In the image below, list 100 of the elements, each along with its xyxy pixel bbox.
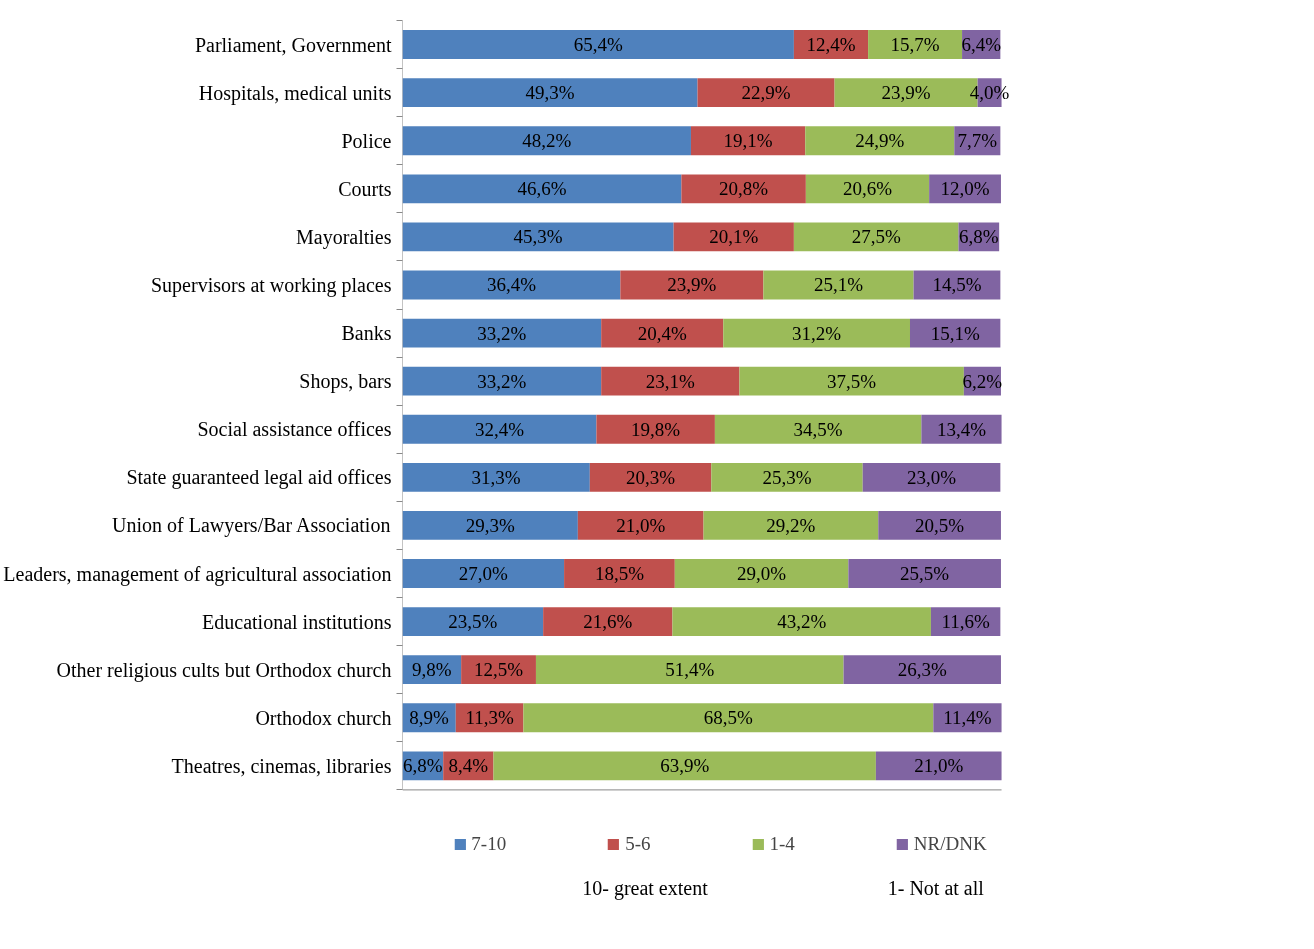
bar	[402, 30, 794, 59]
y-tick-label: Union of Lawyers/Bar Association	[112, 514, 391, 538]
bar	[703, 510, 879, 540]
y-tick-label: Educational institutions	[202, 610, 392, 633]
data-label: 34,5%	[793, 418, 843, 440]
data-label: 6,8%	[403, 755, 443, 777]
data-label: 21,0%	[616, 514, 666, 536]
data-label: 20,5%	[915, 514, 965, 536]
data-label: 26,3%	[897, 659, 947, 681]
y-tick-label: State guaranteed legal aid offices	[126, 466, 392, 490]
bar	[681, 174, 806, 204]
text: 1- Not at all	[887, 877, 985, 900]
data-label: 33,2%	[477, 322, 527, 344]
data-label: 36,4%	[486, 274, 537, 296]
bar	[848, 559, 1001, 588]
y-tick-label: Hospitals, medical units	[198, 81, 392, 105]
data-label: 51,4%	[665, 659, 715, 681]
bar	[493, 751, 876, 781]
legend-label: NR/DNK	[913, 833, 987, 855]
data-label: 8,9%	[409, 707, 450, 729]
bar	[402, 126, 691, 156]
data-label: 45,3%	[513, 226, 563, 248]
y-tick-label: Theatres, cinemas, libraries	[171, 754, 392, 777]
bar	[402, 559, 565, 588]
bar	[402, 462, 590, 492]
y-tick-label: Supervisors at working places	[150, 273, 392, 297]
data-label: 63,9%	[660, 755, 710, 777]
data-label: 43,2%	[777, 611, 827, 633]
y-tick-label: Social assistance offices	[197, 418, 392, 441]
bar	[543, 607, 673, 637]
data-label: 32,4%	[474, 418, 525, 440]
data-label: 65,4%	[573, 34, 623, 56]
legend-label: 1-4	[769, 833, 795, 855]
legend-label: 5-6	[625, 833, 651, 855]
data-label: 22,9%	[741, 82, 791, 104]
bar	[805, 174, 930, 204]
data-label: 18,5%	[594, 563, 645, 585]
bar	[564, 559, 675, 588]
data-label: 12,4%	[806, 34, 856, 56]
bar	[620, 270, 764, 300]
bar	[402, 222, 674, 252]
bar	[402, 510, 578, 540]
data-label: 21,6%	[583, 611, 633, 633]
bar	[402, 78, 698, 108]
bar	[601, 366, 740, 396]
data-label: 25,5%	[900, 563, 950, 585]
data-label: 7,7%	[957, 130, 998, 152]
data-label: 48,2%	[522, 130, 572, 152]
data-label: 11,4%	[943, 707, 992, 729]
data-label: 8,4%	[448, 755, 489, 777]
bar	[402, 414, 597, 444]
bar	[763, 270, 914, 300]
data-label: 29,3%	[465, 514, 515, 536]
data-label: 23,1%	[645, 370, 696, 392]
bar	[723, 318, 910, 348]
y-tick-label: Other religious cults but Orthodox church	[56, 658, 392, 682]
bar	[535, 655, 844, 685]
bar	[878, 510, 1001, 540]
data-label: 19,8%	[631, 418, 681, 440]
data-label: 29,2%	[766, 514, 816, 536]
data-label: 15,1%	[930, 322, 980, 344]
data-label: 20,4%	[637, 322, 687, 344]
data-label: 31,3%	[471, 466, 521, 488]
data-label: 37,5%	[827, 370, 877, 392]
data-label: 68,5%	[703, 707, 754, 729]
data-label: 23,5%	[448, 611, 498, 633]
y-tick-label: Police	[341, 129, 392, 152]
bar	[697, 78, 835, 108]
data-label: 31,2%	[792, 322, 842, 344]
data-label: 20,8%	[719, 178, 769, 200]
data-label: 33,2%	[477, 370, 527, 392]
bar	[402, 270, 621, 300]
data-label: 11,6%	[941, 611, 991, 633]
bar	[596, 414, 715, 444]
bar	[402, 607, 544, 637]
bar	[843, 655, 1001, 685]
bar	[714, 414, 922, 444]
text: 10- great extent	[582, 877, 709, 901]
bar	[805, 126, 955, 156]
data-label: 23,9%	[881, 82, 931, 104]
data-label: 9,8%	[412, 659, 452, 681]
data-label: 46,6%	[517, 178, 567, 200]
y-tick-label: Mayoralties	[295, 225, 392, 249]
bar	[402, 366, 602, 396]
bar	[672, 607, 931, 637]
bar	[674, 559, 849, 588]
bar	[589, 462, 712, 492]
bar	[862, 462, 1001, 492]
data-label: 12,5%	[474, 659, 524, 681]
bar	[868, 30, 963, 59]
data-label: 12,0%	[940, 178, 990, 200]
bar	[711, 462, 863, 492]
bar	[402, 174, 682, 204]
bar	[402, 318, 602, 348]
data-label: 6,8%	[959, 226, 999, 248]
data-label: 24,9%	[855, 130, 905, 152]
data-label: 27,5%	[851, 226, 901, 248]
data-label: 23,0%	[907, 466, 957, 488]
y-tick-label: Shops, bars	[299, 370, 392, 394]
legend-label: 7-10	[471, 833, 507, 855]
